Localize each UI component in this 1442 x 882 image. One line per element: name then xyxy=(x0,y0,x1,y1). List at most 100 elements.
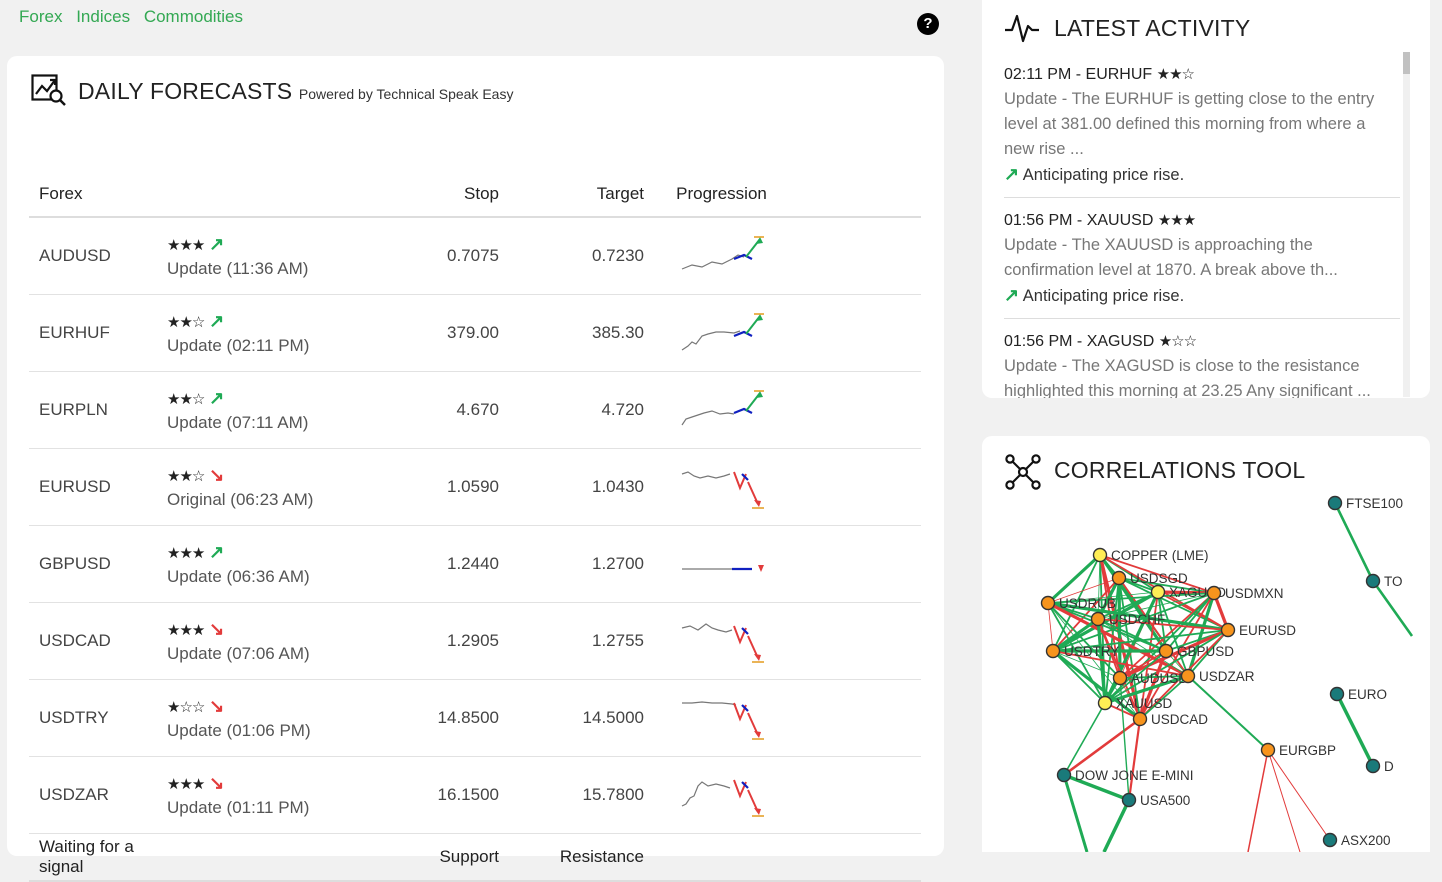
forecast-row[interactable]: EURPLN ★★☆ ↗ Update (07:11 AM) 4.670 4.7… xyxy=(29,371,921,449)
forecast-table: Forex Stop Target Progression AUDUSD ★★★… xyxy=(29,172,921,882)
forecast-rows: AUDUSD ★★★ ↗ Update (11:36 AM) 0.7075 0.… xyxy=(29,217,921,834)
signal-cell[interactable]: ★★★ ↘ Update (07:06 AM) xyxy=(167,602,347,680)
progression-chart[interactable] xyxy=(644,294,799,372)
forecast-row[interactable]: USDZAR ★★★ ↘ Update (01:11 PM) 16.1500 1… xyxy=(29,756,921,834)
pair-name[interactable]: EURHUF xyxy=(29,294,167,372)
signal-cell[interactable]: ★★★ ↘ Update (01:11 PM) xyxy=(167,756,347,834)
activity-item[interactable]: 02:11 PM - EURHUF ★★☆ Update - The EURHU… xyxy=(1004,63,1400,198)
correlation-node[interactable] xyxy=(1092,547,1108,563)
pair-name[interactable]: USDZAR xyxy=(29,756,167,834)
correlation-node[interactable] xyxy=(1056,767,1072,783)
correlation-edge xyxy=(1097,618,1189,677)
forecast-row[interactable]: USDCAD ★★★ ↘ Update (07:06 AM) 1.2905 1.… xyxy=(29,602,921,680)
correlation-node[interactable] xyxy=(1040,595,1056,611)
progression-chart[interactable] xyxy=(644,525,799,603)
correlation-node[interactable] xyxy=(1150,584,1166,600)
signal-cell[interactable]: ★★★ ↗ Update (06:36 AM) xyxy=(167,525,347,603)
forecast-row[interactable]: GBPUSD ★★★ ↗ Update (06:36 AM) 1.2440 1.… xyxy=(29,525,921,603)
pair-name[interactable]: EURPLN xyxy=(29,371,167,449)
correlation-edge xyxy=(1097,618,1229,631)
progression-chart[interactable] xyxy=(644,602,799,680)
correlation-node[interactable] xyxy=(1365,758,1381,774)
correlation-node[interactable] xyxy=(1260,742,1276,758)
progression-chart[interactable] xyxy=(644,756,799,834)
rating-stars: ★★★ xyxy=(167,621,205,639)
correlation-node[interactable] xyxy=(1090,611,1106,627)
signal-cell[interactable]: ★☆☆ ↘ Update (01:06 PM) xyxy=(167,679,347,757)
sparkline xyxy=(681,471,764,509)
sparkline xyxy=(681,390,764,426)
forecast-row[interactable]: EURUSD ★★☆ ↘ Original (06:23 AM) 1.0590 … xyxy=(29,448,921,526)
progression-chart[interactable] xyxy=(644,371,799,449)
correlation-edge xyxy=(1047,601,1189,678)
progression-chart[interactable] xyxy=(644,217,799,295)
correlation-node[interactable] xyxy=(1132,711,1148,727)
forecast-header-row: Forex Stop Target Progression xyxy=(29,172,921,218)
row-spacer xyxy=(799,294,921,372)
rating-stars: ★☆☆ xyxy=(167,698,205,716)
nav-forex[interactable]: Forex xyxy=(19,7,63,26)
pair-name[interactable]: AUDUSD xyxy=(29,217,167,295)
node-label: FTSE100 xyxy=(1346,496,1403,511)
progression-chart[interactable] xyxy=(644,679,799,757)
col-progression: Progression xyxy=(644,172,799,218)
scrollbar-thumb[interactable] xyxy=(1403,52,1410,74)
correlation-edge xyxy=(1052,650,1121,679)
nav-indices[interactable]: Indices xyxy=(76,7,131,26)
correlation-node[interactable] xyxy=(1111,570,1127,586)
correlation-node[interactable] xyxy=(1097,695,1113,711)
forecast-row[interactable]: EURHUF ★★☆ ↗ Update (02:11 PM) 379.00 38… xyxy=(29,294,921,372)
correlation-node[interactable] xyxy=(1158,643,1174,659)
correlation-node[interactable] xyxy=(1329,686,1345,702)
top-nav: Forex Indices Commodities xyxy=(19,7,252,27)
signal-cell[interactable]: ★★☆ ↘ Original (06:23 AM) xyxy=(167,448,347,526)
activity-item[interactable]: 01:56 PM - XAUUSD ★★★ Update - The XAUUS… xyxy=(1004,209,1400,319)
correlation-edge xyxy=(1047,577,1120,604)
progression-chart[interactable] xyxy=(644,448,799,526)
target-value: 4.720 xyxy=(499,371,644,449)
node-label: AUDUSD xyxy=(1131,671,1188,686)
correlation-node[interactable] xyxy=(1327,495,1343,511)
node-label: GBPUSD xyxy=(1177,644,1234,659)
arrow-up-icon: ↗ xyxy=(1004,164,1020,184)
correlation-edge xyxy=(1119,592,1215,679)
nav-commodities[interactable]: Commodities xyxy=(143,7,244,26)
pair-name[interactable]: USDTRY xyxy=(29,679,167,757)
arrow-down-icon: ↘ xyxy=(209,772,225,793)
correlation-node[interactable] xyxy=(1220,622,1236,638)
sparkline xyxy=(681,565,764,572)
activity-list[interactable]: 02:11 PM - EURHUF ★★☆ Update - The EURHU… xyxy=(1004,63,1400,398)
forecast-row[interactable]: AUDUSD ★★★ ↗ Update (11:36 AM) 0.7075 0.… xyxy=(29,217,921,295)
correlation-node[interactable] xyxy=(1112,670,1128,686)
correlation-node[interactable] xyxy=(1322,832,1338,848)
node-label: USDSGD xyxy=(1130,571,1188,586)
correlation-edge xyxy=(1052,650,1189,677)
correlation-node[interactable] xyxy=(1206,585,1222,601)
pair-name[interactable]: USDCAD xyxy=(29,602,167,680)
correlation-node[interactable] xyxy=(1180,668,1196,684)
activity-body: Update - The XAGUSD is close to the resi… xyxy=(1004,357,1371,398)
node-label: COPPER (LME) xyxy=(1111,548,1209,563)
help-icon[interactable]: ? xyxy=(917,13,939,35)
signal-cell[interactable]: ★★★ ↗ Update (11:36 AM) xyxy=(167,217,347,295)
activity-title: LATEST ACTIVITY xyxy=(1054,15,1251,41)
activity-item[interactable]: 01:56 PM - XAGUSD ★☆☆ Update - The XAGUS… xyxy=(1004,330,1400,398)
row-spacer xyxy=(799,371,921,449)
signal-cell[interactable]: ★★☆ ↗ Update (07:11 AM) xyxy=(167,371,347,449)
row-spacer xyxy=(799,602,921,680)
correlation-edge xyxy=(1102,799,1131,852)
waiting-empty-2 xyxy=(644,833,799,882)
pair-name[interactable]: EURUSD xyxy=(29,448,167,526)
correlation-edge xyxy=(1119,675,1189,679)
correlation-edge xyxy=(1063,702,1106,776)
pair-name[interactable]: GBPUSD xyxy=(29,525,167,603)
correlation-node[interactable] xyxy=(1045,643,1061,659)
correlation-node[interactable] xyxy=(1365,573,1381,589)
node-label: USDZAR xyxy=(1199,669,1255,684)
correlation-node[interactable] xyxy=(1121,792,1137,808)
forecast-row[interactable]: USDTRY ★☆☆ ↘ Update (01:06 PM) 14.8500 1… xyxy=(29,679,921,757)
activity-scrollbar[interactable] xyxy=(1403,52,1410,397)
signal-cell[interactable]: ★★☆ ↗ Update (02:11 PM) xyxy=(167,294,347,372)
node-label: EURO xyxy=(1348,687,1387,702)
